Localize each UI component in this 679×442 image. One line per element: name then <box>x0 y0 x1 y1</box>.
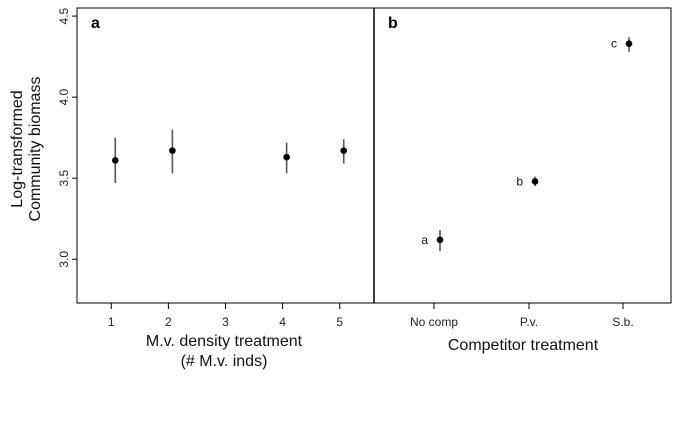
x-tick-label-b: No comp <box>410 315 458 329</box>
tick-layer: 3.0 3.5 4.0 4.5 1 2 3 4 5 No comp P.v. S.b. <box>57 7 634 329</box>
panel-a-label: a <box>91 15 100 32</box>
data-point-b <box>531 178 539 185</box>
x-tick-label-a: 2 <box>165 315 172 329</box>
y-axis-title-line-2: Community biomass <box>27 77 44 222</box>
panel-b-frame <box>373 7 672 304</box>
x-tick-label-a: 3 <box>222 315 229 329</box>
x-tick-label-b: P.v. <box>520 315 538 329</box>
y-tick-label: 4.5 <box>57 7 71 24</box>
y-tick-label: 3.0 <box>57 251 71 268</box>
x-axis-title-a-line-1: M.v. density treatment <box>146 333 303 350</box>
x-axis-title-a-line-2: (# M.v. inds) <box>181 353 268 370</box>
data-point-b <box>625 40 633 47</box>
error-bar-layer <box>114 37 630 252</box>
group-label-layer: a b c <box>421 37 617 247</box>
data-point-b <box>436 236 444 244</box>
significance-group-label: a <box>421 233 428 247</box>
y-axis-title-line-1: Log-transformed <box>9 90 26 207</box>
significance-group-label: c <box>611 37 617 51</box>
x-axis-title-b: Competitor treatment <box>448 337 599 354</box>
x-tick-label-a: 4 <box>279 315 286 329</box>
point-layer <box>111 40 633 244</box>
x-tick-label-b: S.b. <box>612 315 633 329</box>
x-tick-label-a: 1 <box>108 315 115 329</box>
data-point-a <box>283 153 290 161</box>
data-point-a <box>169 147 176 154</box>
y-tick-label: 4.0 <box>57 88 71 105</box>
data-point-a <box>340 147 348 154</box>
panel-a-frame <box>76 7 375 304</box>
y-tick-label: 3.5 <box>57 170 71 187</box>
significance-group-label: b <box>516 174 523 188</box>
panel-b-label: b <box>388 15 398 32</box>
x-tick-label-a: 5 <box>336 315 343 329</box>
data-point-a <box>111 157 119 164</box>
y-axis-title: Log-transformed Community biomass <box>9 77 44 222</box>
